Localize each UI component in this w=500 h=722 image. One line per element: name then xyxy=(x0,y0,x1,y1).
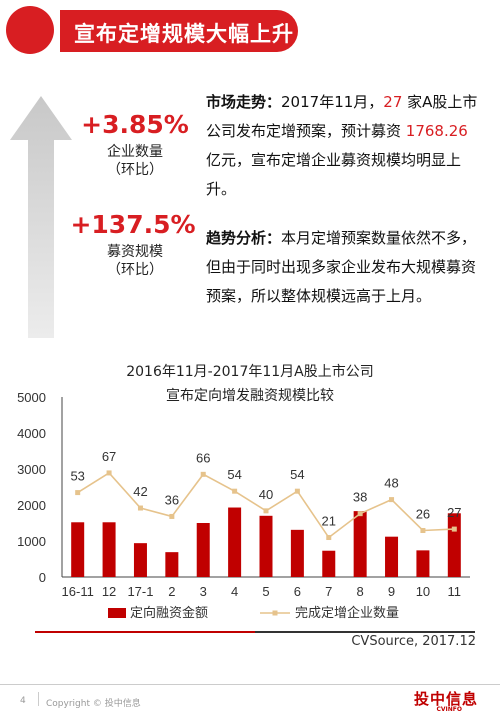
count-point xyxy=(75,490,81,496)
bar xyxy=(353,511,367,577)
count-point xyxy=(263,508,269,514)
market-text-3: 亿元，宣布定增企业募资规模均明显上升。 xyxy=(206,151,462,198)
count-point xyxy=(137,505,143,511)
stat-fundraising-change: +137.5% xyxy=(70,210,196,239)
bar xyxy=(71,522,85,577)
legend-label-line: 完成定增企业数量 xyxy=(295,605,399,621)
count-data-label: 66 xyxy=(196,450,210,465)
x-tick-label: 11 xyxy=(448,584,462,599)
header-circle xyxy=(6,6,54,54)
y-tick-label: 4000 xyxy=(17,426,46,441)
page-title: 宣布定增规模大幅上升 xyxy=(74,22,294,46)
x-tick-label: 10 xyxy=(416,584,430,599)
count-point xyxy=(451,526,457,532)
market-trend-paragraph: 市场走势：2017年11月，27 家A股上市公司发布定增预案，预计募资 1768… xyxy=(206,88,478,204)
y-tick-label: 2000 xyxy=(17,498,46,513)
count-point xyxy=(357,511,363,517)
stat-company-count-label: 企业数量 xyxy=(107,144,163,160)
trend-text: 本月定增预案数量依然不多，但由于同时出现多家企业发布大规模募资预案，所以整体规模… xyxy=(206,229,477,305)
count-data-label: 36 xyxy=(165,492,179,507)
footer-logo-sub: CVINFO xyxy=(436,706,463,713)
count-data-label: 42 xyxy=(133,484,147,499)
y-tick-label: 3000 xyxy=(17,462,46,477)
up-arrow-icon xyxy=(10,96,72,338)
stat-fundraising-label: 募资规模 xyxy=(107,244,163,260)
count-point xyxy=(106,470,112,476)
x-tick-label: 3 xyxy=(200,584,207,599)
x-tick-label: 6 xyxy=(294,584,301,599)
count-point xyxy=(389,497,395,503)
market-text-2: 家A股上市公司发布定增预案，预计募资 xyxy=(206,93,478,140)
stat-fundraising-sublabel: （环比） xyxy=(107,262,163,278)
count-point xyxy=(294,488,300,494)
count-data-label: 54 xyxy=(227,467,241,482)
trend-heading: 趋势分析： xyxy=(206,229,282,247)
bar xyxy=(447,513,461,577)
bar xyxy=(102,522,116,577)
y-tick-label: 5000 xyxy=(17,390,46,405)
count-data-label: 38 xyxy=(353,490,367,505)
count-data-label: 53 xyxy=(70,469,84,484)
y-tick-label: 0 xyxy=(39,570,46,585)
stat-company-count-change: +3.85% xyxy=(81,110,189,139)
chart-divider-red xyxy=(35,631,255,633)
bar xyxy=(385,536,399,577)
chart-divider-dark xyxy=(255,631,475,633)
footer-separator xyxy=(38,692,39,706)
footer-copyright: Copyright © 投中信息 xyxy=(46,699,141,709)
bar xyxy=(228,507,242,577)
x-tick-label: 2 xyxy=(168,584,175,599)
count-data-label: 26 xyxy=(416,506,430,521)
x-tick-label: 17-1 xyxy=(127,584,153,599)
count-point xyxy=(200,471,206,477)
x-tick-label: 5 xyxy=(262,584,269,599)
bar xyxy=(133,543,147,577)
bar xyxy=(165,552,179,577)
market-text-1: 2017年11月， xyxy=(281,93,384,111)
x-tick-label: 9 xyxy=(388,584,395,599)
source-note: CVSource, 2017.12 xyxy=(351,634,476,649)
count-point xyxy=(326,535,332,541)
bar xyxy=(416,550,430,577)
bar xyxy=(196,523,210,577)
x-tick-label: 4 xyxy=(231,584,238,599)
footer-line xyxy=(0,684,500,685)
market-amount: 1768.26 xyxy=(405,122,468,140)
x-tick-label: 8 xyxy=(357,584,364,599)
count-point xyxy=(169,513,175,519)
bar xyxy=(322,550,336,577)
market-heading: 市场走势： xyxy=(206,93,282,111)
footer-logo: 投中信息 xyxy=(413,690,478,708)
x-tick-label: 7 xyxy=(325,584,332,599)
stat-company-count-sublabel: （环比） xyxy=(107,162,163,178)
market-count: 27 xyxy=(383,93,403,111)
chart-subtitle: 宣布定向增发融资规模比较 xyxy=(166,388,334,404)
count-data-label: 27 xyxy=(447,505,461,520)
count-data-label: 40 xyxy=(259,487,273,502)
count-point xyxy=(232,488,238,494)
legend-swatch-bar xyxy=(108,608,126,618)
bar xyxy=(259,515,273,577)
chart-title: 2016年11月-2017年11月A股上市公司 xyxy=(126,364,374,380)
count-data-label: 54 xyxy=(290,467,304,482)
header-bar xyxy=(60,10,298,52)
count-data-label: 67 xyxy=(102,449,116,464)
y-tick-label: 1000 xyxy=(17,534,46,549)
legend-swatch-point xyxy=(272,610,278,616)
count-data-label: 48 xyxy=(384,476,398,491)
x-tick-label: 16-11 xyxy=(62,584,94,599)
count-point xyxy=(420,527,426,533)
trend-analysis-paragraph: 趋势分析：本月定增预案数量依然不多，但由于同时出现多家企业发布大规模募资预案，所… xyxy=(206,224,478,311)
legend-label-bar: 定向融资金额 xyxy=(130,605,208,621)
page-number: 4 xyxy=(20,696,26,706)
bar xyxy=(290,529,304,577)
count-data-label: 21 xyxy=(322,514,336,529)
x-tick-label: 12 xyxy=(102,584,116,599)
